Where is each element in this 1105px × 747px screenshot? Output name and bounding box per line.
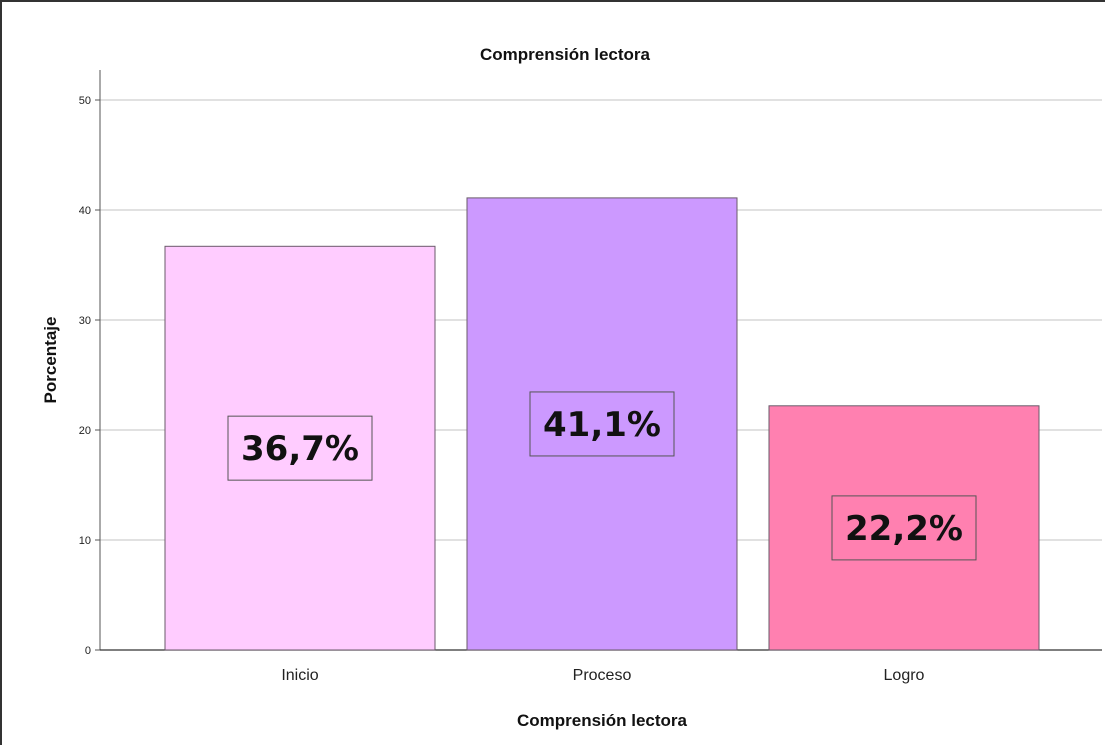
y-tick-label: 0 <box>85 645 91 657</box>
bars <box>164 197 1040 651</box>
x-category-label: Proceso <box>573 667 632 684</box>
data-label-box <box>529 391 675 457</box>
x-axis-categories: Inicio Proceso Logro <box>281 667 924 684</box>
bar-inicio <box>164 245 436 651</box>
chart-title: Comprensión lectora <box>480 45 651 64</box>
y-axis-ticks: 0 10 20 30 40 50 <box>79 95 100 657</box>
bar-proceso <box>466 197 738 651</box>
y-tick-label: 10 <box>79 535 91 547</box>
data-label-box <box>227 415 373 481</box>
y-tick-label: 50 <box>79 95 91 107</box>
x-axis-label: Comprensión lectora <box>517 711 688 730</box>
data-labels: 36,7% 41,1% 22,2% <box>227 391 977 561</box>
x-category-label: Inicio <box>281 667 318 684</box>
y-tick-label: 20 <box>79 425 91 437</box>
data-label: 22,2% <box>845 509 963 549</box>
y-tick-label: 40 <box>79 205 91 217</box>
data-label: 36,7% <box>241 429 359 469</box>
x-category-label: Logro <box>884 667 925 684</box>
data-label: 41,1% <box>543 405 661 445</box>
bar-logro <box>768 405 1040 651</box>
y-axis-label: Porcentaje <box>41 317 60 404</box>
data-label-box <box>831 495 977 561</box>
y-tick-label: 30 <box>79 315 91 327</box>
